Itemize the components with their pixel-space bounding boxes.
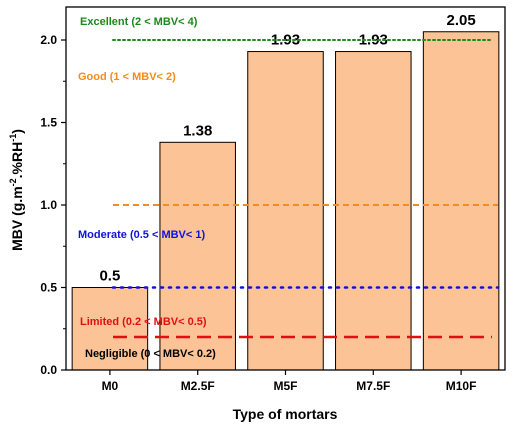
threshold-lines xyxy=(111,39,500,339)
y-tick-label: 1.0 xyxy=(40,198,57,212)
bar-value-label: 1.38 xyxy=(183,122,212,139)
axes: M0 M2.5F M5F M7.5F M10F 0.0 0.5 1.0 1.5 2.0 xyxy=(40,6,506,393)
bar-m0 xyxy=(71,287,149,371)
y-tick-label: 0.0 xyxy=(40,363,57,377)
threshold-label-negligible: Negligible (0 < MBV< 0.2) xyxy=(85,348,216,360)
bar-value-label: 0.5 xyxy=(99,268,120,285)
plot-frame xyxy=(65,6,506,371)
bar-m7-5f xyxy=(335,51,412,371)
x-tick-label: M5F xyxy=(274,379,298,393)
x-tick-label: M10F xyxy=(446,379,477,393)
threshold-label-limited: Limited (0.2 < MBV< 0.5) xyxy=(80,316,207,328)
plot-area: 0.51.381.93 1.932.05 xyxy=(71,12,500,371)
bar-value-label: 2.05 xyxy=(446,12,475,29)
x-axis-title: Type of mortars xyxy=(233,406,338,422)
y-tick-label: 2.0 xyxy=(40,33,57,47)
x-tick-label: M0 xyxy=(102,379,119,393)
y-axis-title: MBV (g.m-2.%RH-1) xyxy=(8,129,25,251)
threshold-label-good: Good (1 < MBV< 2) xyxy=(78,71,176,83)
x-tick-label: M2.5F xyxy=(181,379,215,393)
threshold-label-excellent: Excellent (2 < MBV< 4) xyxy=(80,16,198,28)
y-tick-label: 1.5 xyxy=(40,116,57,130)
bar-m10f xyxy=(422,31,500,371)
y-tick-label: 0.5 xyxy=(40,281,57,295)
x-tick-label: M7.5F xyxy=(356,379,390,393)
threshold-labels: Excellent (2 < MBV< 4) Good (1 < MBV< 2)… xyxy=(78,16,216,360)
threshold-label-moderate: Moderate (0.5 < MBV< 1) xyxy=(78,229,205,241)
bar-m5f xyxy=(247,51,324,371)
